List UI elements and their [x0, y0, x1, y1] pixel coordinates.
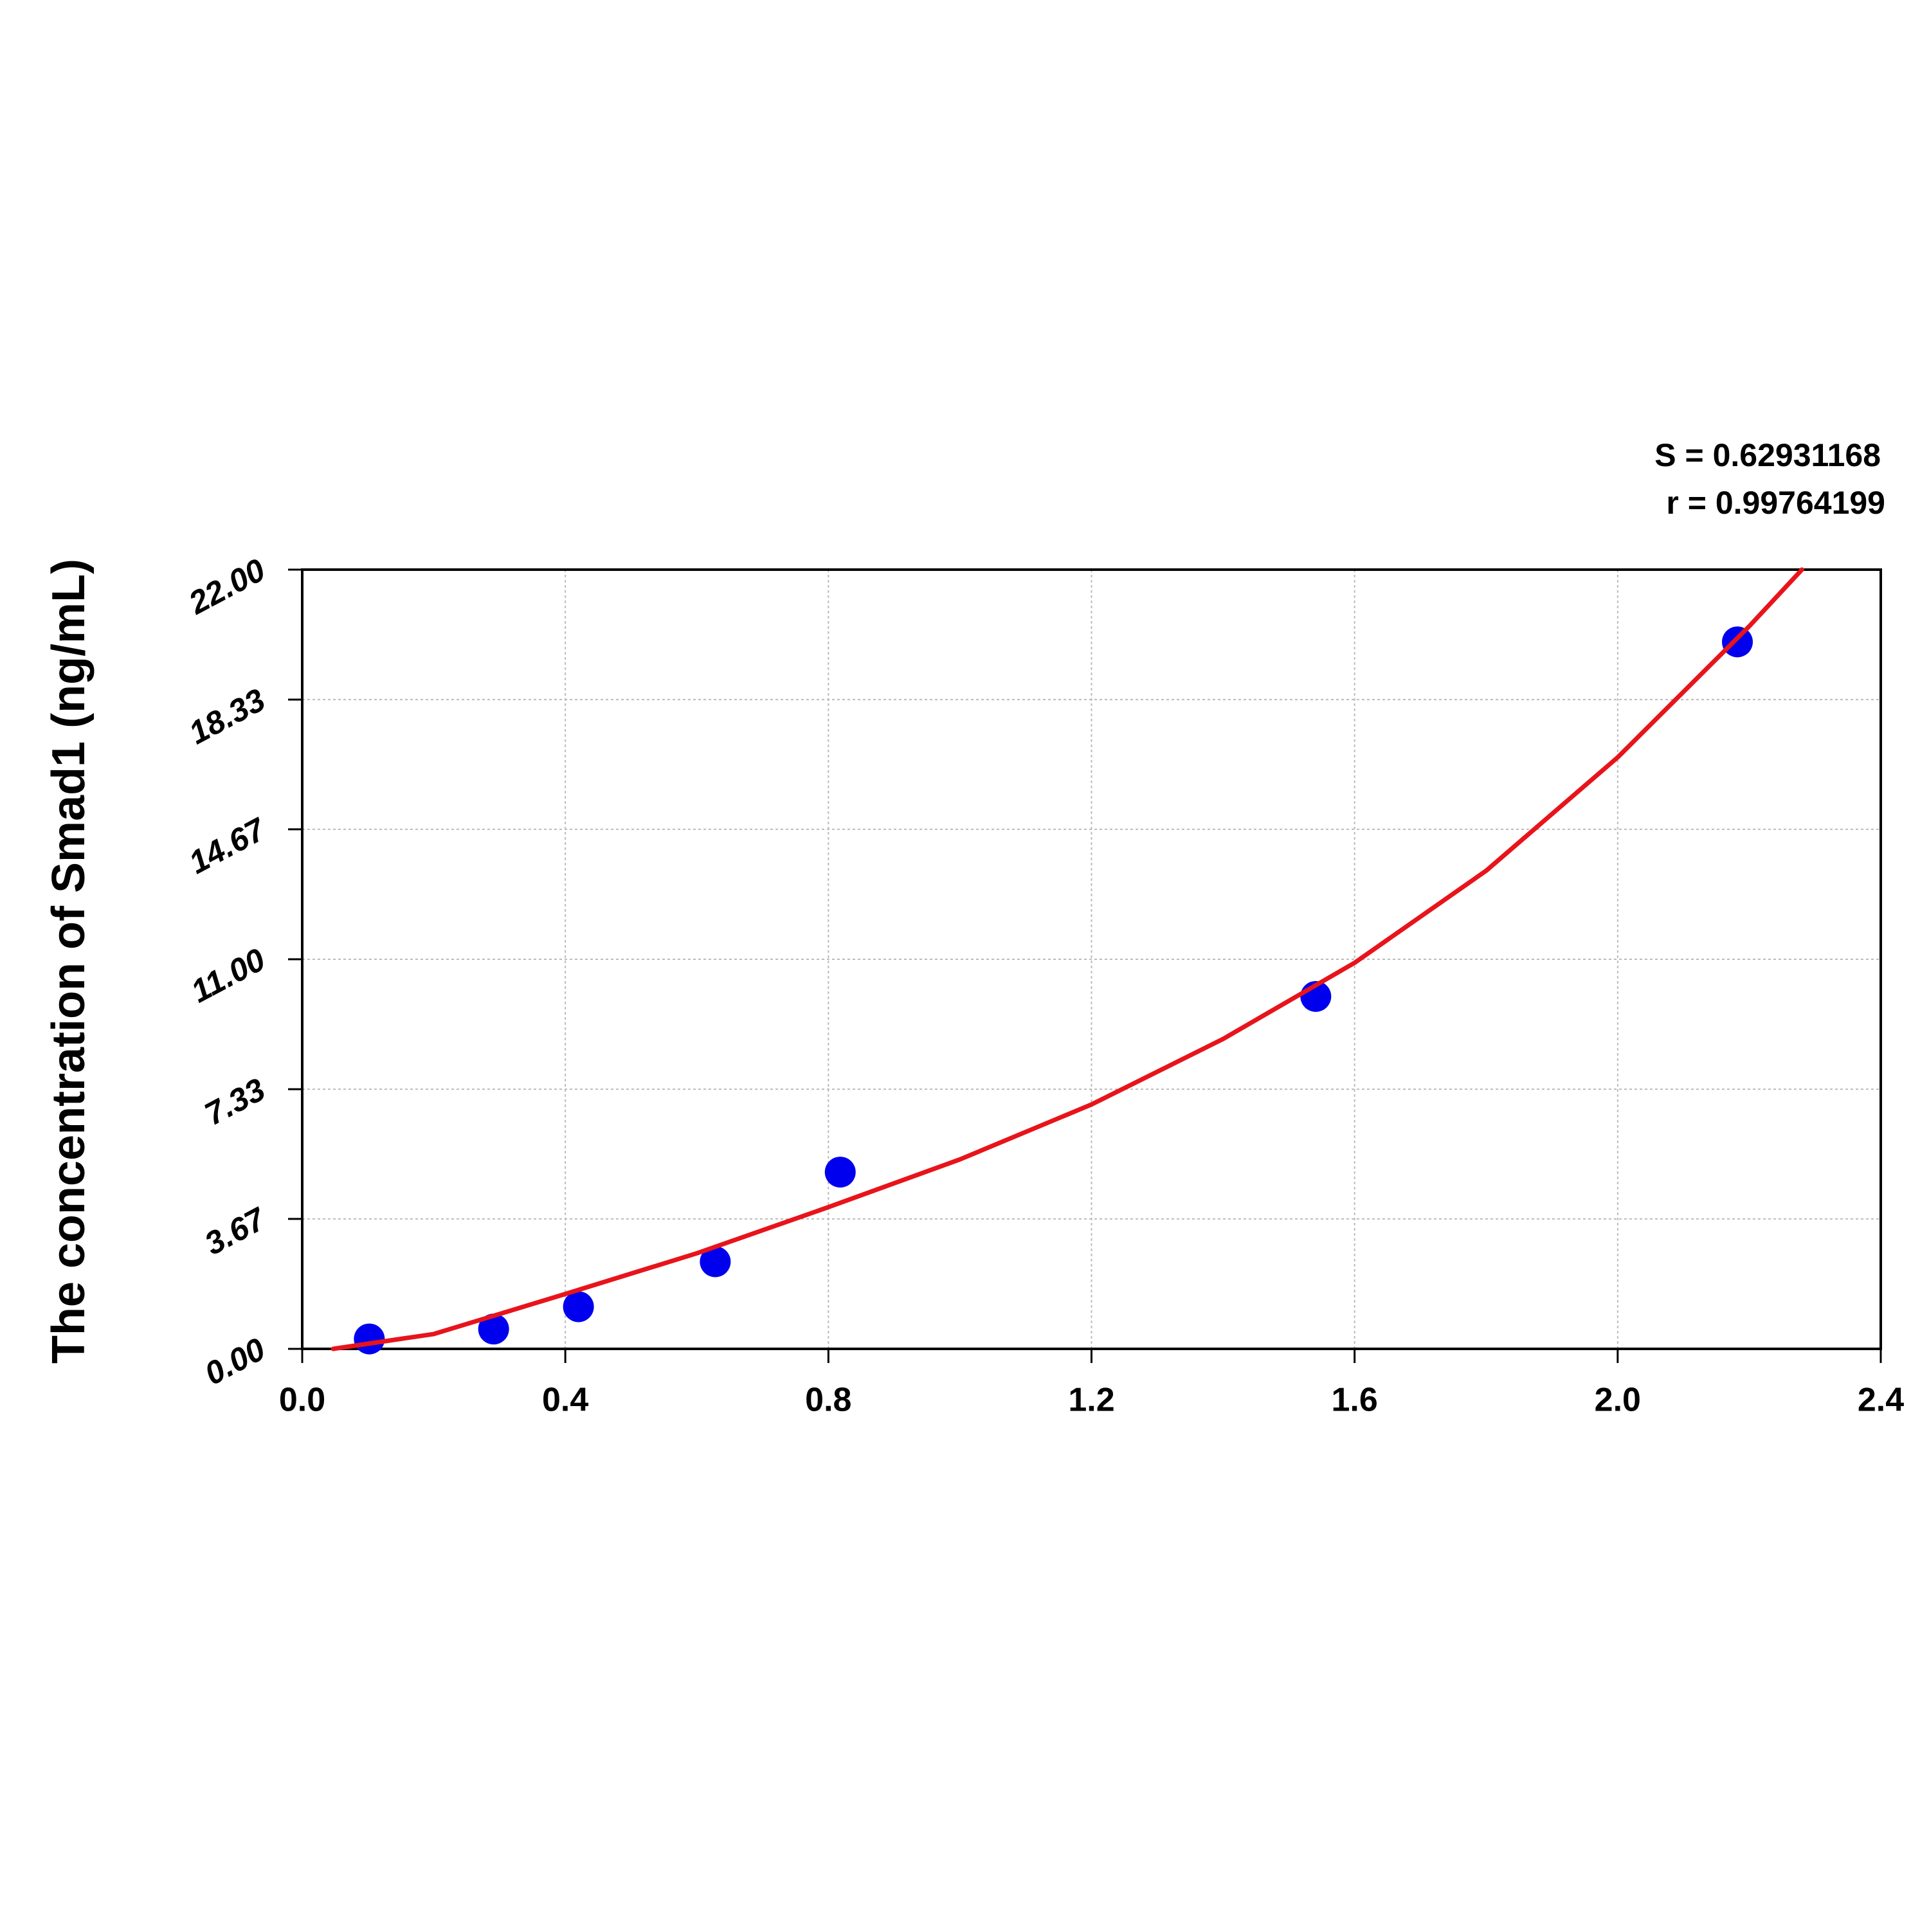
annotation: r = 0.99764199: [1666, 485, 1885, 521]
y-axis-label: The concentration of Smad1 (ng/mL): [43, 559, 95, 1364]
x-tick-label: 0.0: [279, 1382, 325, 1419]
x-tick-label: 0.8: [805, 1382, 851, 1419]
x-tick-label: 2.0: [1595, 1382, 1641, 1419]
data-point: [824, 1157, 856, 1188]
x-tick-label: 1.6: [1332, 1382, 1378, 1419]
data-point: [1722, 626, 1753, 658]
x-tick-label: 0.4: [542, 1382, 588, 1419]
plot-frame: [301, 568, 1882, 1350]
data-point: [700, 1246, 731, 1277]
annotation: S = 0.62931168: [1654, 437, 1881, 473]
x-tick-label: 2.4: [1858, 1382, 1904, 1419]
data-point: [478, 1314, 509, 1345]
x-tick-label: 1.2: [1068, 1382, 1114, 1419]
data-point: [354, 1323, 385, 1355]
data-point: [563, 1291, 594, 1323]
fit-curve: [331, 567, 1804, 1351]
